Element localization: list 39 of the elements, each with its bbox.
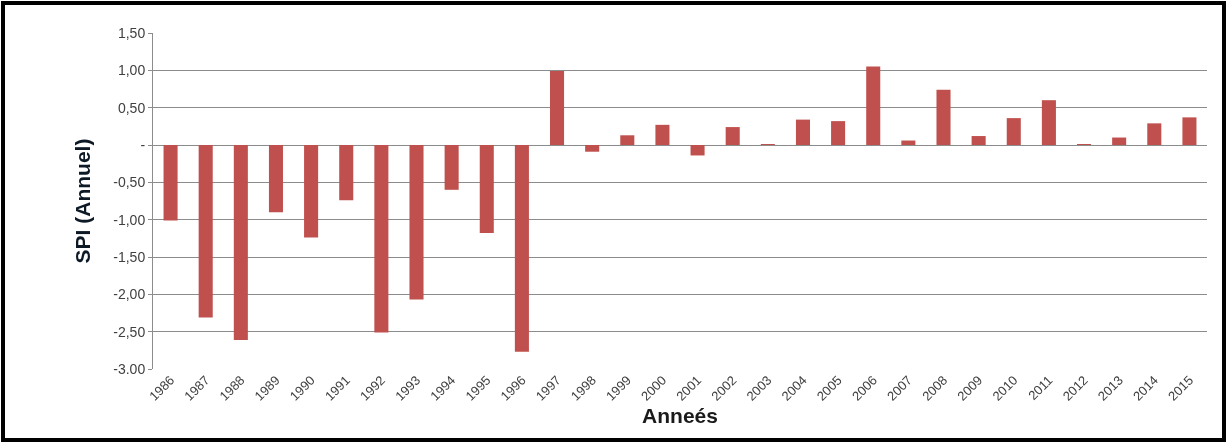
bar	[550, 71, 565, 145]
bar	[1182, 117, 1197, 145]
bar	[304, 145, 319, 238]
bar	[831, 121, 846, 145]
y-tick-label: 1,50	[117, 24, 146, 41]
bar	[444, 145, 459, 190]
bar	[339, 145, 354, 201]
bar	[866, 66, 881, 145]
y-tick-label: -	[140, 136, 146, 153]
y-tick-label: -2,00	[113, 286, 146, 303]
bar	[1041, 100, 1056, 145]
bar	[409, 145, 424, 300]
x-axis-title: Anneés	[642, 403, 718, 427]
bar	[690, 145, 705, 156]
y-tick-label: 1,00	[117, 62, 146, 79]
bar	[971, 136, 986, 145]
bar	[374, 145, 389, 333]
bar	[936, 89, 951, 145]
bar	[233, 145, 248, 340]
bar	[163, 145, 178, 221]
bar	[1112, 137, 1127, 145]
bar	[268, 145, 283, 213]
bar	[479, 145, 494, 234]
y-tick-label: -1,50	[113, 248, 146, 265]
y-axis-title: SPI (Annuel)	[71, 138, 95, 264]
y-tick-label: -0,50	[113, 174, 146, 191]
bar	[198, 145, 213, 318]
bar	[655, 124, 670, 145]
bar	[1147, 123, 1162, 145]
y-tick-label: -3.00	[113, 360, 146, 377]
bar	[725, 127, 740, 145]
y-tick-label: -1,00	[113, 211, 146, 228]
y-tick-label: 0,50	[117, 99, 146, 116]
bar	[514, 145, 529, 352]
bar	[1006, 118, 1021, 145]
bar	[620, 135, 635, 145]
bar	[795, 119, 810, 145]
y-tick-label: -2,50	[113, 323, 146, 340]
bar	[585, 145, 600, 152]
